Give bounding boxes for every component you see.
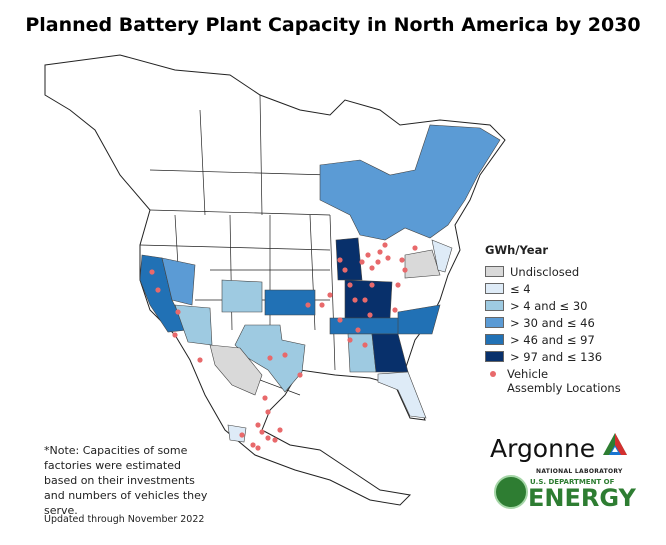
assembly-location-dot	[265, 435, 271, 441]
assembly-location-dot	[197, 357, 203, 363]
assembly-location-dot	[250, 442, 256, 448]
assembly-location-dot	[382, 242, 388, 248]
region-north-mexico	[209, 344, 263, 396]
assembly-location-dot	[412, 245, 418, 251]
legend-swatch	[485, 334, 504, 345]
assembly-location-dot	[262, 395, 268, 401]
assembly-location-dot	[267, 355, 273, 361]
region-nevada	[161, 257, 196, 306]
assembly-location-dot	[337, 317, 343, 323]
assembly-location-dot	[362, 342, 368, 348]
assembly-location-dot	[259, 429, 265, 435]
assembly-location-dot	[355, 327, 361, 333]
legend-item: > 97 and ≤ 136	[485, 348, 621, 365]
assembly-location-dot	[369, 265, 375, 271]
assembly-location-dot	[239, 432, 245, 438]
assembly-location-dot	[362, 297, 368, 303]
region-new-england	[431, 239, 453, 273]
assembly-location-dot	[272, 437, 278, 443]
assembly-location-dot	[365, 252, 371, 258]
assembly-location-dot	[375, 259, 381, 265]
argonne-logo: Argonne	[490, 434, 596, 463]
assembly-location-dot	[337, 257, 343, 263]
legend-item: ≤ 4	[485, 280, 621, 297]
assembly-location-dot	[327, 292, 333, 298]
region-jalisco	[227, 424, 247, 443]
legend-item-assembly: Vehicle	[485, 365, 621, 382]
assembly-location-dot	[255, 422, 261, 428]
assembly-location-dot	[347, 282, 353, 288]
assembly-location-dot	[359, 259, 365, 265]
doe-logo: ENERGY	[528, 484, 636, 512]
note-text: *Note: Capacities of some factories were…	[44, 444, 208, 517]
assembly-location-dot	[255, 445, 261, 451]
legend-item: > 4 and ≤ 30	[485, 297, 621, 314]
assembly-location-dot	[342, 267, 348, 273]
doe-seal-icon	[494, 475, 528, 509]
assembly-location-dot	[367, 312, 373, 318]
assembly-location-dot	[172, 332, 178, 338]
argonne-triangle-icon	[603, 433, 627, 455]
legend-item: Undisclosed	[485, 263, 621, 280]
legend-swatch	[485, 300, 504, 311]
assembly-location-dot	[402, 267, 408, 273]
region-quebec-ontario	[319, 124, 501, 241]
legend-title: GWh/Year	[485, 243, 549, 257]
legend-item: > 46 and ≤ 97	[485, 331, 621, 348]
assembly-location-dot	[399, 257, 405, 263]
assembly-location-dot	[369, 282, 375, 288]
assembly-location-dot	[319, 302, 325, 308]
assembly-location-dot	[282, 352, 288, 358]
region-kansas	[264, 289, 316, 316]
assembly-location-dot	[392, 307, 398, 313]
region-florida	[377, 371, 427, 419]
assembly-location-dot	[149, 269, 155, 275]
assembly-location-dot	[265, 409, 271, 415]
legend-swatch	[485, 266, 504, 277]
assembly-location-dot	[155, 287, 161, 293]
assembly-location-dot	[352, 297, 358, 303]
assembly-dot-icon	[490, 370, 496, 377]
map-legend: GWh/Year Undisclosed ≤ 4 > 4 and ≤ 30 > 30 …	[485, 243, 621, 395]
assembly-location-dot	[277, 427, 283, 433]
assembly-location-dot	[297, 372, 303, 378]
assembly-location-dot	[385, 255, 391, 261]
legend-swatch	[485, 317, 504, 328]
region-colorado	[221, 279, 263, 313]
assembly-location-dot	[377, 249, 383, 255]
map-title: Planned Battery Plant Capacity in North …	[25, 14, 641, 36]
assembly-location-dot	[347, 337, 353, 343]
assembly-location-dot	[305, 302, 311, 308]
updated-text: Updated through November 2022	[44, 514, 205, 525]
legend-swatch	[485, 351, 504, 362]
legend-item: > 30 and ≤ 46	[485, 314, 621, 331]
legend-swatch	[485, 283, 504, 294]
assembly-location-dot	[395, 282, 401, 288]
assembly-location-dot	[175, 309, 181, 315]
region-north-carolina	[397, 304, 441, 335]
